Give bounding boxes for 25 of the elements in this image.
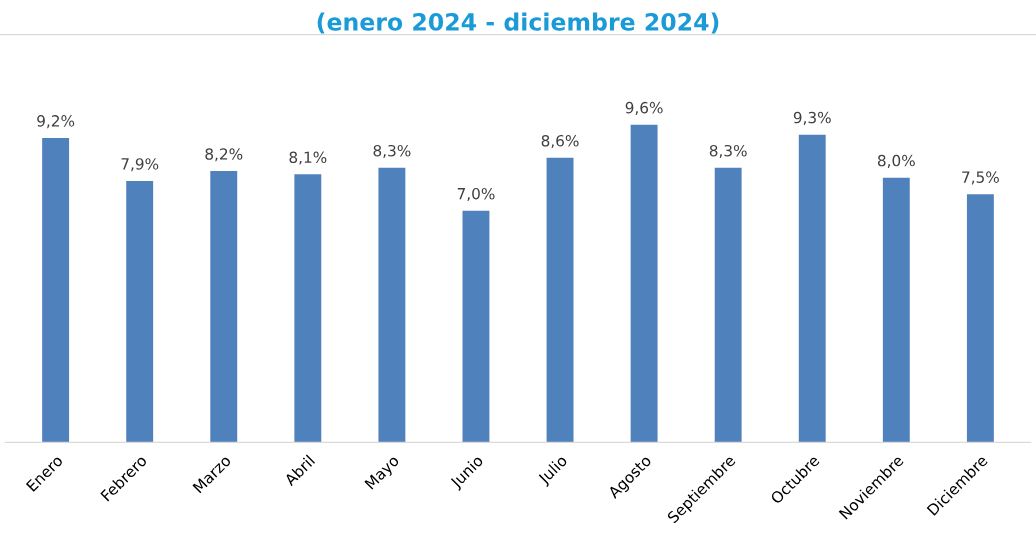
bar bbox=[462, 210, 490, 443]
bar bbox=[294, 174, 322, 443]
bar bbox=[966, 194, 994, 443]
data-label: 8,6% bbox=[541, 134, 579, 149]
bar bbox=[42, 137, 70, 443]
bar bbox=[714, 167, 742, 443]
bar bbox=[882, 177, 910, 443]
data-label: 8,0% bbox=[877, 154, 915, 168]
bar bbox=[378, 167, 406, 443]
bar bbox=[630, 124, 658, 443]
data-label: 8,2% bbox=[205, 148, 243, 162]
chart-title: (enero 2024 - diciembre 2024) bbox=[317, 12, 719, 34]
data-label: 8,3% bbox=[709, 144, 747, 158]
data-label: 7,9% bbox=[121, 158, 159, 172]
data-label: 9,3% bbox=[793, 111, 831, 125]
data-label: 9,2% bbox=[37, 115, 75, 129]
data-label: 7,5% bbox=[962, 171, 999, 185]
data-label: 8,3% bbox=[373, 144, 411, 158]
bar bbox=[126, 180, 154, 443]
bar bbox=[546, 157, 574, 443]
data-label: 7,0% bbox=[457, 187, 495, 202]
bar bbox=[798, 134, 826, 443]
data-label: 9,6% bbox=[625, 101, 663, 115]
data-label: 8,1% bbox=[289, 151, 327, 165]
bar bbox=[210, 171, 238, 443]
